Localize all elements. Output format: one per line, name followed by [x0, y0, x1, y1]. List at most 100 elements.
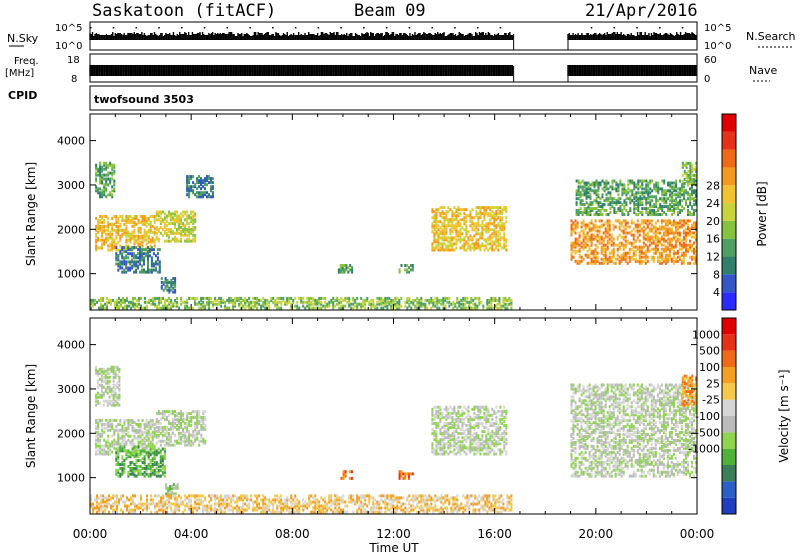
echo-cell	[498, 296, 501, 300]
echo-cell	[574, 251, 577, 255]
echo-cell	[689, 165, 692, 169]
echo-cell	[386, 298, 389, 302]
echo-cell	[666, 245, 669, 249]
echo-cell	[141, 438, 144, 442]
echo-cell	[214, 298, 217, 302]
echo-cell	[683, 193, 686, 197]
echo-cell	[503, 234, 506, 238]
echo-cell	[404, 304, 407, 308]
echo-cell	[208, 195, 210, 199]
echo-cell	[101, 448, 104, 452]
echo-cell	[655, 199, 658, 203]
echo-cell	[109, 163, 112, 167]
echo-cell	[481, 236, 484, 240]
echo-cell	[655, 205, 658, 209]
echo-cell	[640, 245, 643, 249]
echo-cell	[443, 238, 446, 242]
echo-cell	[434, 296, 437, 300]
echo-cell	[611, 199, 614, 203]
echo-cell	[695, 161, 698, 165]
echo-cell	[457, 208, 460, 212]
echo-cell	[619, 209, 622, 212]
echo-cell	[691, 225, 693, 229]
echo-cell	[495, 240, 498, 244]
echo-cell	[680, 247, 683, 251]
echo-cell	[139, 428, 142, 432]
echo-cell	[95, 171, 98, 175]
echo-cell	[610, 257, 613, 261]
echo-cell	[644, 243, 647, 247]
echo-cell	[502, 300, 505, 304]
echo-cell	[107, 177, 110, 181]
echo-cell	[186, 183, 189, 187]
echo-cell	[636, 245, 639, 249]
echo-cell	[347, 270, 350, 274]
echo-cell	[208, 298, 211, 302]
echo-cell	[198, 193, 200, 197]
echo-cell	[610, 243, 613, 247]
echo-cell	[278, 306, 281, 310]
echo-cell	[105, 232, 108, 236]
echo-cell	[681, 209, 684, 212]
echo-cell	[103, 226, 106, 230]
echo-cell	[141, 248, 143, 252]
echo-cell	[341, 266, 344, 270]
echo-cell	[97, 422, 100, 426]
echo-cell	[574, 245, 577, 249]
echo-cell	[635, 197, 638, 201]
echo-cell	[97, 379, 99, 383]
echo-cell	[478, 300, 481, 304]
echo-cell	[200, 191, 202, 195]
echo-cell	[152, 252, 155, 256]
echo-cell	[95, 365, 98, 369]
echo-cell	[290, 306, 293, 310]
echo-cell	[117, 436, 120, 440]
echo-cell	[693, 251, 695, 255]
echo-cell	[112, 379, 115, 383]
echo-cell	[695, 259, 697, 263]
echo-cell	[176, 228, 178, 231]
echo-cell	[162, 306, 165, 310]
echo-cell	[602, 245, 605, 249]
echo-cell	[141, 270, 143, 274]
echo-cell	[655, 183, 658, 187]
echo-cell	[147, 236, 150, 240]
echo-cell	[471, 238, 474, 242]
echo-cell	[465, 226, 468, 230]
echo-cell	[226, 298, 229, 302]
echo-cell	[608, 227, 611, 231]
echo-cell	[127, 234, 130, 238]
echo-cell	[107, 163, 110, 167]
echo-cell	[572, 223, 575, 227]
echo-cell	[150, 246, 153, 250]
echo-cell	[306, 304, 309, 308]
echo-cell	[693, 197, 695, 201]
echo-cell	[447, 244, 450, 248]
echo-cell	[119, 449, 122, 453]
echo-cell	[143, 436, 146, 440]
echo-cell	[587, 211, 590, 214]
echo-cell	[336, 302, 339, 306]
echo-cell	[234, 300, 237, 304]
echo-cell	[664, 249, 667, 253]
echo-cell	[691, 257, 693, 261]
echo-cell	[95, 369, 98, 373]
echo-cell	[288, 298, 291, 302]
colorbar-tick-label: 8	[713, 268, 720, 281]
echo-cell	[462, 298, 465, 302]
echo-cell	[607, 181, 610, 185]
echo-cell	[483, 214, 486, 218]
echo-cell	[169, 216, 172, 220]
echo-cell	[380, 306, 383, 310]
echo-cell	[141, 234, 144, 238]
echo-cell	[454, 304, 457, 308]
echo-cell	[398, 306, 401, 310]
echo-cell	[682, 231, 685, 235]
echo-cell	[610, 251, 613, 255]
echo-cell	[630, 241, 633, 245]
echo-cell	[286, 296, 289, 300]
echo-cell	[687, 175, 690, 179]
echo-cell	[131, 234, 134, 238]
echo-cell	[135, 428, 138, 432]
